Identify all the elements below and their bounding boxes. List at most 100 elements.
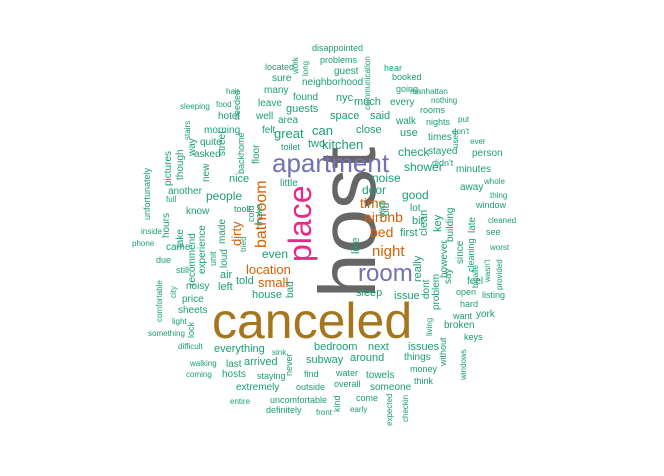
word-leave: leave — [258, 98, 282, 109]
word-every: every — [390, 97, 415, 108]
word-problem: problem — [431, 273, 442, 310]
word-though: though — [175, 149, 186, 180]
word-work: work — [291, 57, 300, 74]
word-around: around — [350, 352, 385, 364]
word-another: another — [168, 186, 202, 197]
word-use: use — [400, 127, 418, 139]
word-bad: bad — [285, 281, 296, 298]
word-sleeping: sleeping — [180, 102, 210, 111]
word-located: located — [265, 62, 295, 72]
word-uncomfortable: uncomfortable — [270, 395, 328, 405]
word-coming: coming — [186, 370, 212, 379]
word-stayed: stayed — [428, 146, 458, 157]
word-kind: kind — [332, 395, 342, 412]
word-going: going — [396, 84, 419, 94]
word-minutes: minutes — [456, 164, 492, 175]
word-windows: windows — [459, 349, 468, 380]
word-keys: keys — [464, 332, 483, 342]
word-sure: sure — [272, 73, 292, 84]
word-problems: problems — [320, 55, 358, 65]
word-nothing: nothing — [431, 96, 458, 105]
word-walk: walk — [396, 116, 417, 127]
word-place: place — [282, 185, 318, 263]
word-first: first — [400, 227, 418, 239]
word-whole: whole — [484, 177, 505, 186]
word-noisy: noisy — [186, 281, 210, 292]
word-shower: shower — [404, 160, 443, 174]
word-like: like — [350, 237, 362, 254]
word-outside: outside — [296, 382, 326, 392]
word-booked: booked — [392, 72, 422, 82]
word-still: still — [176, 265, 189, 275]
word-needed: needed — [232, 89, 242, 120]
word-even: even — [262, 247, 289, 261]
word-didnt: didn't — [432, 158, 454, 168]
word-overall: overall — [334, 379, 361, 389]
word-want: want — [453, 311, 473, 321]
word-provided: provided — [495, 259, 504, 290]
word-phone: phone — [132, 239, 155, 248]
word-ever: ever — [470, 137, 486, 146]
word-light: light — [172, 317, 187, 326]
word-new: new — [201, 163, 212, 182]
word-inside: inside — [141, 227, 162, 236]
word-times: times — [428, 132, 452, 143]
word-front: front — [316, 408, 333, 417]
word-never: never — [284, 353, 294, 376]
word-issue: issue — [394, 290, 420, 302]
word-think: think — [414, 376, 434, 386]
word-water: water — [336, 368, 359, 378]
word-lock: lock — [186, 321, 196, 338]
word-checkin: checkin — [401, 394, 410, 422]
word-wasnt: wasn't — [483, 259, 492, 282]
word-house: house — [252, 289, 282, 301]
word-money: money — [410, 364, 438, 374]
word-hard: hard — [460, 299, 479, 309]
word-nights: nights — [426, 117, 451, 127]
word-quite: quite — [200, 137, 222, 148]
word-building: building — [445, 207, 456, 242]
word-early: early — [350, 405, 368, 414]
word-things: things — [404, 352, 431, 363]
word-little: little — [280, 178, 298, 189]
word-tried: tried — [239, 236, 248, 252]
word-hotel: hotel — [218, 111, 240, 122]
word-city: city — [169, 286, 178, 298]
word-without: without — [438, 337, 448, 366]
word-last: last — [226, 359, 242, 370]
word-staying: staying — [257, 371, 286, 381]
word-put: put — [458, 115, 470, 124]
word-time: time — [360, 195, 387, 211]
word-cleaned: cleaned — [488, 216, 517, 225]
word-away: away — [460, 182, 484, 193]
word-comfortable: comfortable — [155, 280, 164, 322]
word-issues: issues — [408, 341, 440, 353]
word-disappointed: disappointed — [312, 43, 364, 53]
word-sheets: sheets — [178, 305, 208, 316]
word-subway: subway — [306, 354, 344, 366]
word-found: found — [293, 92, 319, 103]
word-well: well — [256, 111, 274, 122]
word-neighborhood: neighborhood — [302, 77, 364, 88]
word-unfortunately: unfortunately — [142, 167, 152, 220]
word-night: night — [372, 243, 405, 260]
word-price: price — [182, 294, 204, 305]
word-told: told — [236, 275, 254, 287]
word-street: street — [217, 130, 228, 156]
word-air: air — [220, 269, 233, 281]
word-noise: noise — [372, 171, 401, 185]
word-next: next — [368, 341, 389, 353]
word-listing: listing — [482, 290, 506, 300]
word-full: full — [166, 195, 177, 204]
word-room: room — [358, 260, 413, 287]
word-airbnb: airbnb — [364, 209, 403, 225]
word-many: many — [264, 85, 289, 96]
word-cleaning: cleaning — [466, 238, 476, 272]
word-guest: guest — [334, 66, 359, 77]
word-pictures: pictures — [163, 150, 174, 186]
word-made: made — [217, 218, 228, 244]
word-backhome: backhome — [236, 132, 246, 174]
word-loud: loud — [219, 249, 230, 268]
word-much: much — [354, 96, 381, 108]
